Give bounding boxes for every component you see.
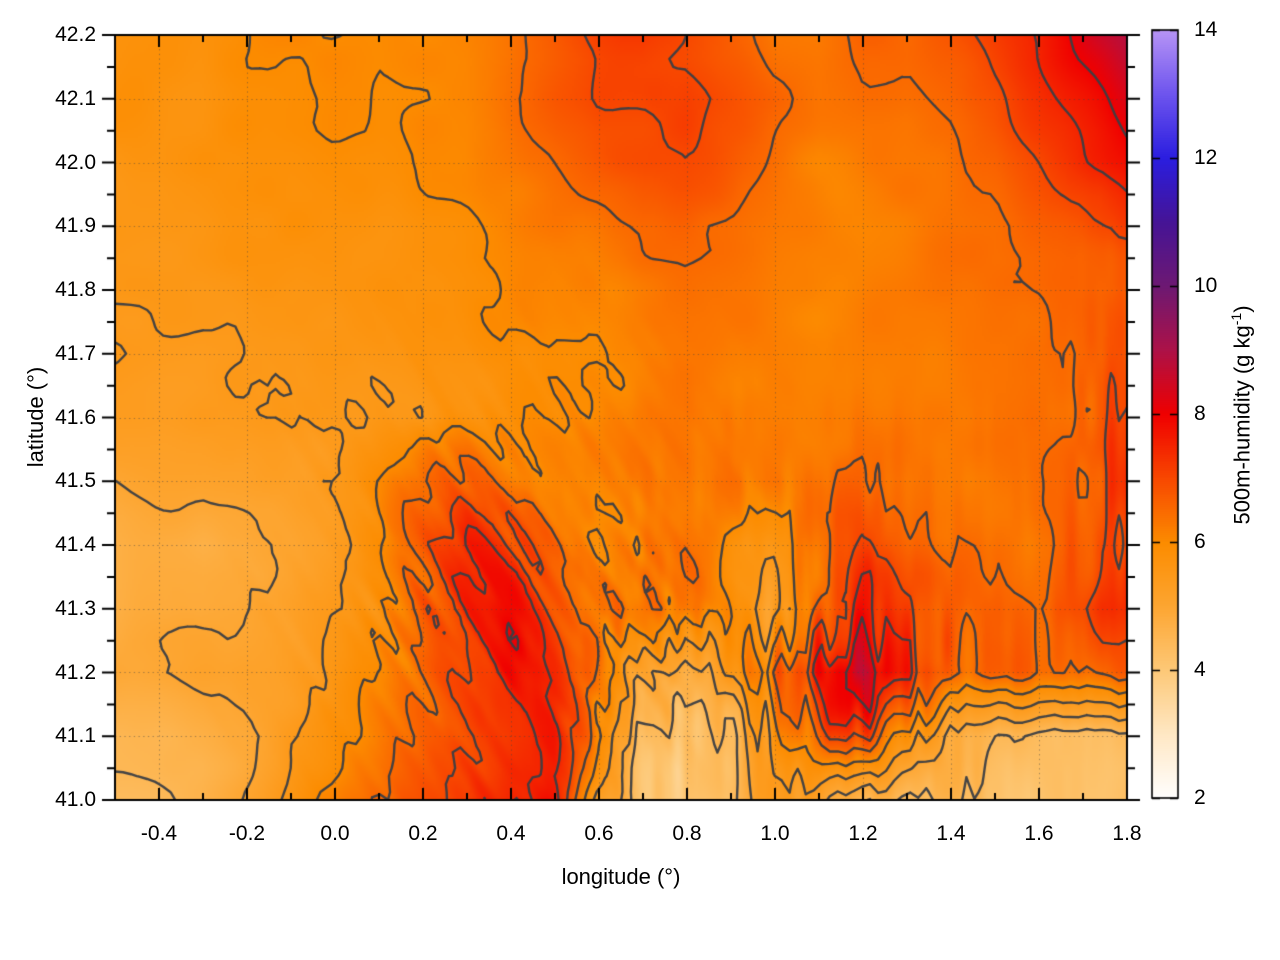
colorbar-tick-label: 10 bbox=[1194, 274, 1218, 297]
x-tick-label: 0.8 bbox=[672, 822, 702, 845]
x-tick-label: 1.8 bbox=[1112, 822, 1142, 845]
y-tick-label: 41.2 bbox=[55, 660, 96, 684]
x-tick-label: 0.0 bbox=[320, 822, 350, 845]
colorbar-tick-label: 12 bbox=[1194, 146, 1218, 169]
y-tick-label: 42.0 bbox=[55, 150, 96, 174]
x-tick-label: 0.4 bbox=[496, 822, 526, 845]
x-tick-label: 1.2 bbox=[848, 822, 878, 845]
y-tick-label: 42.2 bbox=[55, 23, 96, 46]
colorbar-tick-label: 4 bbox=[1194, 658, 1206, 681]
y-tick-label: 41.3 bbox=[55, 596, 96, 620]
colorbar-tick-label: 14 bbox=[1194, 18, 1218, 41]
colorbar-label-close: ) bbox=[1229, 305, 1255, 313]
y-tick-label: 42.1 bbox=[55, 86, 96, 110]
y-tick-label: 41.6 bbox=[55, 405, 96, 429]
x-tick-label: -0.2 bbox=[228, 822, 266, 845]
x-tick-label: 1.6 bbox=[1024, 822, 1054, 845]
x-tick-label: 1.4 bbox=[936, 822, 966, 845]
colorbar-tick-label: 8 bbox=[1194, 402, 1206, 425]
y-tick-label: 41.4 bbox=[55, 533, 96, 556]
x-tick-label: 0.6 bbox=[584, 822, 614, 845]
x-axis-label: longitude (°) bbox=[561, 864, 681, 889]
y-tick-label: 41.8 bbox=[55, 278, 96, 301]
x-tick-label: 1.0 bbox=[760, 822, 790, 845]
colorbar-tick-label: 2 bbox=[1194, 786, 1206, 809]
colorbar-tick-label: 6 bbox=[1194, 530, 1206, 553]
y-tick-label: 41.5 bbox=[55, 469, 96, 493]
y-tick-label: 41.0 bbox=[55, 788, 96, 811]
x-tick-label: 0.2 bbox=[408, 822, 438, 845]
y-tick-label: 41.9 bbox=[55, 214, 96, 238]
x-tick-label: -0.4 bbox=[140, 822, 178, 845]
colorbar-label-superscript: -1 bbox=[1228, 312, 1244, 326]
y-tick-label: 41.1 bbox=[55, 724, 96, 748]
y-tick-label: 41.7 bbox=[55, 341, 96, 365]
